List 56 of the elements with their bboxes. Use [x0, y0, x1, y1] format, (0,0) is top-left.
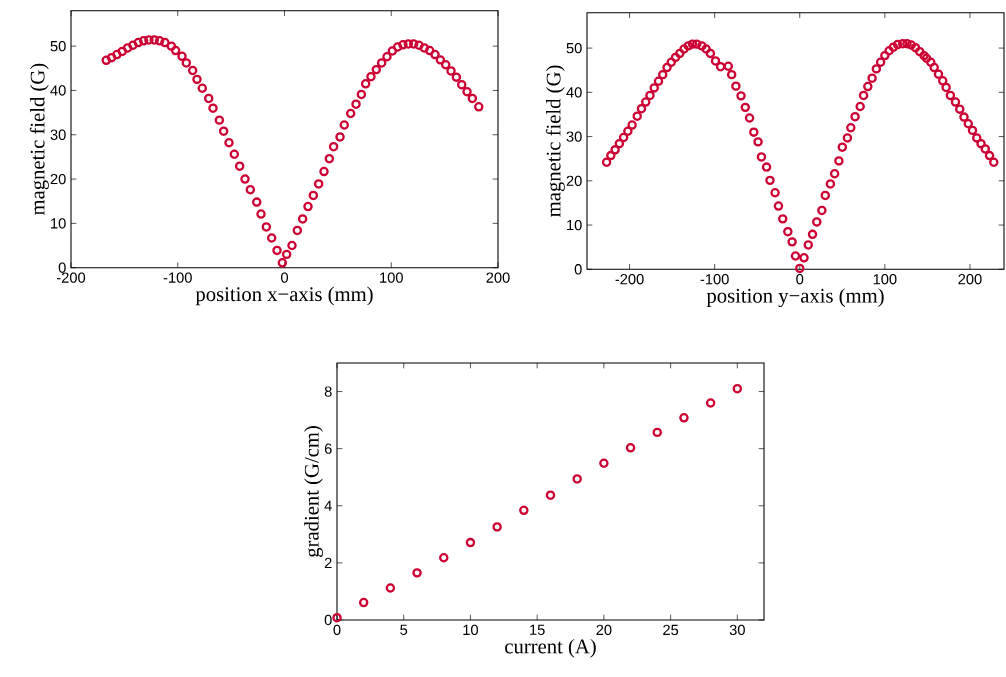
x-axis-title: position x−axis (mm) — [195, 286, 373, 306]
y-axis-title: magnetic field (G) — [29, 63, 49, 216]
x-tick-label: 5 — [400, 624, 408, 635]
point — [412, 568, 422, 578]
x-axis-title: current (A) — [505, 638, 596, 658]
y-tick-label: 2 — [324, 557, 332, 568]
x-tick-label: 10 — [463, 624, 479, 636]
x-tick-label: -100 — [163, 272, 192, 283]
y-axis-title: gradient (G/cm) — [304, 426, 323, 557]
y-tick-label: 40 — [566, 87, 582, 98]
y-tick-label: 0 — [58, 262, 66, 273]
y-tick-label: 50 — [566, 42, 582, 54]
y-tick-label: 10 — [567, 219, 582, 231]
y-tick-label: 50 — [50, 40, 66, 52]
x-tick-label: 0 — [333, 624, 341, 636]
y-tick-label: 20 — [50, 173, 66, 185]
point — [492, 522, 502, 532]
x-tick-label: -200 — [56, 272, 86, 283]
y-axis-title: magnetic field (G) — [545, 65, 565, 217]
x-tick-label: -200 — [615, 274, 644, 285]
x-axis-title: position y−axis (mm) — [706, 288, 884, 307]
x-tick-label: 25 — [663, 624, 679, 636]
point — [572, 474, 582, 484]
y-tick-label: 10 — [51, 218, 66, 229]
y-tick-label: 30 — [50, 129, 66, 140]
x-tick-label: -100 — [700, 274, 729, 285]
y-tick-label: 30 — [566, 131, 582, 142]
y-tick-label: 20 — [566, 175, 582, 187]
point — [732, 383, 743, 394]
x-tick-label: 30 — [729, 624, 745, 636]
x-tick-label: 0 — [796, 274, 804, 285]
point — [439, 553, 449, 563]
x-tick-label: 200 — [486, 272, 510, 283]
y-tick-label: 4 — [324, 500, 332, 511]
point — [625, 443, 636, 453]
point — [519, 505, 529, 516]
x-tick-label: 200 — [958, 274, 982, 285]
point — [358, 597, 369, 608]
y-tick-label: 8 — [324, 386, 332, 397]
x-tick-label: 100 — [380, 272, 403, 283]
y-tick-label: 0 — [324, 614, 332, 626]
point — [679, 413, 689, 423]
point — [705, 398, 716, 408]
point — [599, 458, 609, 468]
point — [545, 490, 556, 500]
point — [385, 583, 396, 593]
x-tick-label: 0 — [280, 272, 288, 283]
y-tick-label: 6 — [324, 443, 332, 454]
x-tick-label: 15 — [530, 624, 545, 635]
y-tick-label: 40 — [50, 85, 66, 96]
point — [652, 427, 662, 438]
y-tick-label: 0 — [574, 264, 582, 275]
point — [465, 537, 476, 548]
x-tick-label: 20 — [596, 624, 612, 636]
point — [332, 612, 342, 623]
x-tick-label: 100 — [873, 274, 897, 285]
